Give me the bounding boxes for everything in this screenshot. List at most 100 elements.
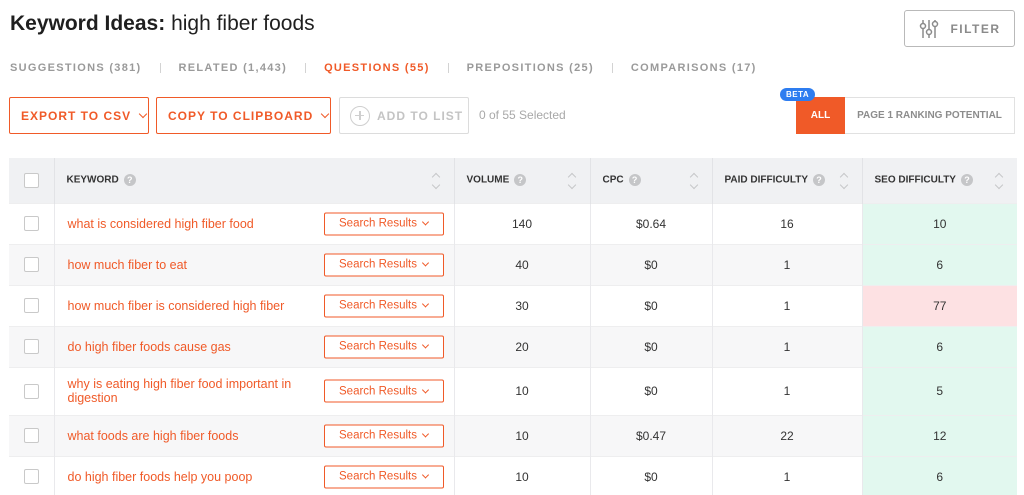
keyword-link[interactable]: do high fiber foods cause gas: [67, 339, 231, 354]
paid-difficulty-cell: 1: [712, 455, 863, 495]
row-checkbox-cell: [9, 366, 55, 415]
row-checkbox-cell: [9, 243, 55, 285]
sort-icon[interactable]: [568, 172, 578, 190]
tab-questions[interactable]: QUESTIONS (55): [324, 62, 430, 74]
keyword-link[interactable]: how much fiber is considered high fiber: [67, 298, 285, 313]
cpc-cell: $0: [590, 325, 713, 367]
table-row: what foods are high fiber foods Search Re…: [9, 414, 1017, 456]
tab-comparisons[interactable]: COMPARISONS (17): [630, 62, 757, 74]
cpc-cell: $0: [590, 455, 713, 495]
tab-suggestions[interactable]: SUGGESTIONS (381): [10, 62, 142, 74]
keyword-link[interactable]: what is considered high fiber food: [67, 216, 254, 231]
search-results-label: Search Results: [339, 470, 417, 483]
volume-cell: 10: [454, 455, 591, 495]
table-row: do high fiber foods help you poop Search …: [9, 455, 1017, 495]
row-checkbox[interactable]: [23, 257, 39, 272]
search-results-label: Search Results: [339, 429, 417, 442]
keyword-cell: how much fiber to eat Search Results: [54, 243, 455, 285]
cpc-cell: $0.47: [590, 414, 713, 456]
search-results-button[interactable]: Search Results: [323, 335, 444, 358]
seo-difficulty-cell: 6: [862, 243, 1017, 285]
select-all-checkbox[interactable]: [24, 172, 39, 188]
row-checkbox[interactable]: [23, 216, 39, 231]
search-results-button[interactable]: Search Results: [323, 379, 444, 403]
row-checkbox[interactable]: [23, 339, 39, 354]
tab-divider: [611, 63, 613, 73]
row-checkbox[interactable]: [23, 383, 39, 399]
column-cpc[interactable]: CPC?: [590, 158, 713, 203]
tab-prepositions[interactable]: PREPOSITIONS (25): [466, 62, 594, 74]
page-title-term: high fiber foods: [171, 12, 315, 35]
table-row: what is considered high fiber food Search…: [9, 202, 1017, 244]
help-icon[interactable]: ?: [960, 174, 973, 187]
result-tabs: SUGGESTIONS (381) RELATED (1,443) QUESTI…: [10, 62, 757, 74]
keyword-link[interactable]: what foods are high fiber foods: [67, 428, 239, 443]
row-checkbox[interactable]: [23, 469, 39, 485]
search-results-label: Search Results: [339, 340, 417, 353]
paid-difficulty-cell: 22: [712, 414, 863, 456]
toggle-page1-button[interactable]: PAGE 1 RANKING POTENTIAL: [845, 97, 1015, 134]
sort-icon[interactable]: [840, 172, 850, 190]
row-checkbox[interactable]: [23, 428, 39, 443]
chevron-down-icon: [421, 300, 430, 308]
keyword-cell: do high fiber foods help you poop Search …: [54, 455, 455, 495]
tab-divider: [159, 63, 161, 73]
column-seo-difficulty[interactable]: SEO DIFFICULTY?: [862, 158, 1017, 203]
copy-clipboard-label: COPY TO CLIPBOARD: [168, 108, 314, 123]
keyword-cell: why is eating high fiber food important …: [54, 366, 455, 415]
column-keyword[interactable]: KEYWORD?: [54, 158, 455, 203]
volume-cell: 30: [454, 284, 591, 326]
filter-button[interactable]: FILTER: [904, 10, 1015, 47]
row-checkbox-cell: [9, 202, 55, 244]
beta-badge: BETA: [780, 88, 816, 101]
keyword-link[interactable]: how much fiber to eat: [67, 257, 188, 272]
cpc-cell: $0.64: [590, 202, 713, 244]
seo-difficulty-cell: 5: [862, 366, 1017, 415]
sliders-icon: [920, 19, 939, 38]
search-results-button[interactable]: Search Results: [323, 465, 444, 489]
plus-circle-icon: [350, 105, 370, 126]
row-checkbox-cell: [9, 455, 55, 495]
table-row: do high fiber foods cause gas Search Resu…: [9, 325, 1017, 367]
search-results-button[interactable]: Search Results: [323, 294, 444, 317]
copy-clipboard-button[interactable]: COPY TO CLIPBOARD: [156, 97, 331, 134]
help-icon[interactable]: ?: [628, 174, 641, 187]
search-results-label: Search Results: [339, 258, 417, 271]
sort-icon[interactable]: [432, 172, 442, 190]
toggle-all-button[interactable]: BETA ALL: [780, 88, 845, 134]
seo-difficulty-cell: 77: [862, 284, 1017, 326]
selected-count: 0 of 55 Selected: [479, 108, 566, 122]
column-paid-difficulty[interactable]: PAID DIFFICULTY?: [712, 158, 863, 203]
tab-divider: [447, 63, 449, 73]
tab-divider: [305, 63, 307, 73]
export-csv-button[interactable]: EXPORT TO CSV: [9, 97, 149, 134]
chevron-down-icon: [421, 341, 430, 349]
row-checkbox[interactable]: [23, 298, 39, 313]
keyword-cell: do high fiber foods cause gas Search Resu…: [54, 325, 455, 367]
keyword-link[interactable]: why is eating high fiber food important …: [67, 377, 292, 405]
volume-cell: 10: [454, 414, 591, 456]
cpc-cell: $0: [590, 366, 713, 415]
table-row: how much fiber to eat Search Results 40 $…: [9, 243, 1017, 285]
keyword-link[interactable]: do high fiber foods help you poop: [67, 469, 253, 484]
row-checkbox-cell: [9, 414, 55, 456]
help-icon[interactable]: ?: [514, 174, 527, 187]
sort-icon[interactable]: [995, 172, 1005, 190]
add-to-list-button[interactable]: ADD TO LIST: [339, 97, 469, 134]
seo-difficulty-cell: 12: [862, 414, 1017, 456]
paid-difficulty-cell: 1: [712, 284, 863, 326]
table-header-row: KEYWORD? VOLUME? CPC? PAID DIFFICULTY? S…: [9, 158, 1017, 203]
search-results-button[interactable]: Search Results: [323, 253, 444, 276]
column-seo-label: SEO DIFFICULTY: [874, 174, 956, 186]
ranking-toggle: BETA ALL PAGE 1 RANKING POTENTIAL: [780, 88, 1015, 134]
search-results-button[interactable]: Search Results: [323, 424, 444, 447]
help-icon[interactable]: ?: [123, 174, 136, 187]
sort-icon[interactable]: [690, 172, 700, 190]
tab-related[interactable]: RELATED (1,443): [178, 62, 288, 74]
column-volume[interactable]: VOLUME?: [454, 158, 591, 203]
seo-difficulty-cell: 10: [862, 202, 1017, 244]
column-keyword-label: KEYWORD: [66, 174, 119, 186]
search-results-button[interactable]: Search Results: [323, 212, 444, 235]
keyword-cell: what is considered high fiber food Search…: [54, 202, 455, 244]
help-icon[interactable]: ?: [813, 174, 826, 187]
